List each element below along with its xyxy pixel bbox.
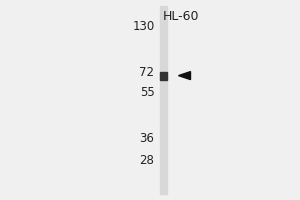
- Polygon shape: [178, 72, 190, 80]
- Text: HL-60: HL-60: [163, 10, 200, 23]
- Text: 28: 28: [140, 154, 154, 168]
- Text: 36: 36: [140, 132, 154, 146]
- Text: 72: 72: [140, 66, 154, 79]
- Bar: [160, 6, 167, 194]
- Bar: [160, 72, 167, 80]
- Text: 55: 55: [140, 86, 154, 99]
- Text: 130: 130: [132, 21, 154, 33]
